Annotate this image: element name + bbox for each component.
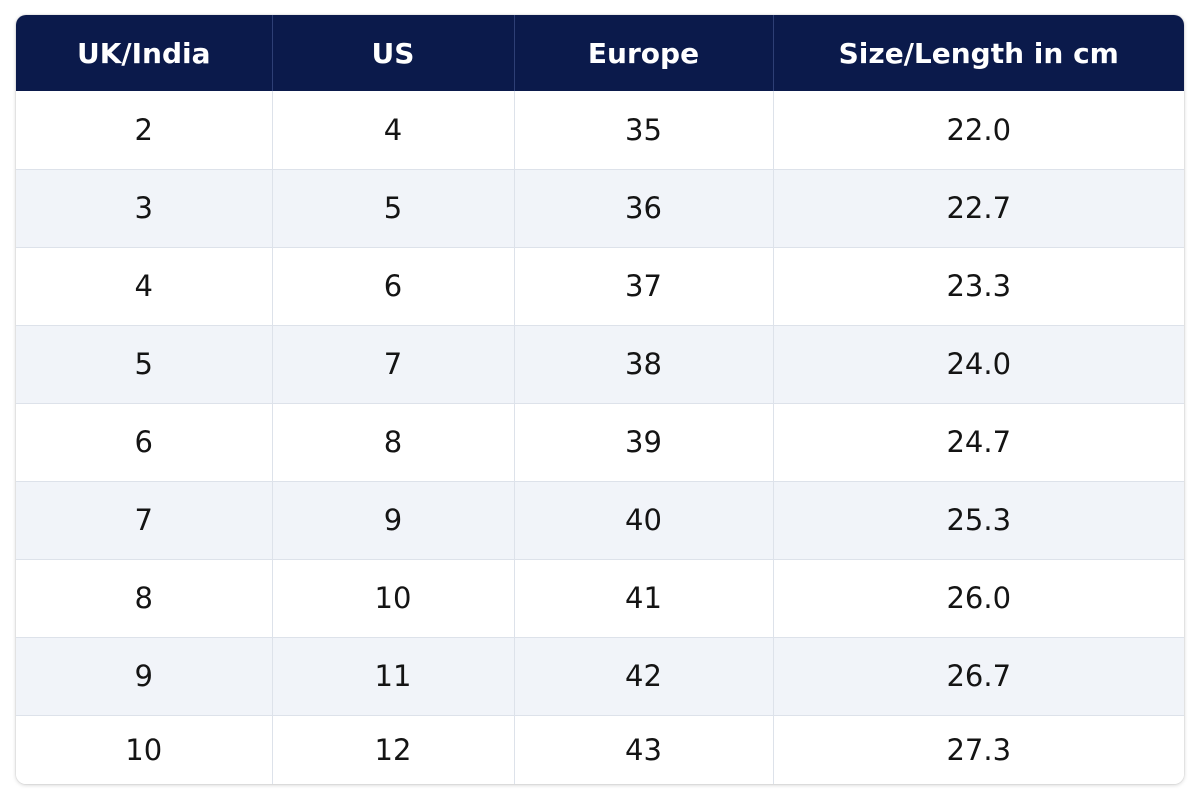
cell-length-cm: 27.3 xyxy=(772,714,1184,784)
cell-europe: 43 xyxy=(513,714,773,784)
cell-uk-india: 10 xyxy=(16,714,272,784)
table-row: 9 11 42 26.7 xyxy=(16,636,1184,715)
cell-length-cm: 22.7 xyxy=(772,168,1184,247)
header-uk-india: UK/India xyxy=(76,36,211,70)
table-row: 5 7 38 24.0 xyxy=(16,324,1184,403)
table-header: UK/India US Europe Size/Length in cm xyxy=(16,15,1184,91)
cell-uk-india: 3 xyxy=(16,168,272,247)
table-row: 6 8 39 24.7 xyxy=(16,402,1184,481)
header-europe: Europe xyxy=(513,15,773,91)
cell-europe: 39 xyxy=(513,402,773,481)
table-body: 2 4 35 22.0 3 5 36 22.7 4 6 37 23.3 5 7 … xyxy=(16,91,1184,784)
cell-uk-india: 5 xyxy=(16,324,272,403)
cell-length-cm: 26.7 xyxy=(772,636,1184,715)
cell-us: 11 xyxy=(271,636,514,715)
header-length-cm: Size/Length in cm xyxy=(772,15,1184,91)
header-row: UK/India US Europe Size/Length in cm xyxy=(16,15,1184,91)
table-row: 8 10 41 26.0 xyxy=(16,558,1184,637)
table-row: 2 4 35 22.0 xyxy=(16,91,1184,169)
cell-europe: 42 xyxy=(513,636,773,715)
size-chart-table: UK/India US Europe Size/Length in cm 2 4… xyxy=(16,15,1184,784)
cell-length-cm: 24.0 xyxy=(772,324,1184,403)
cell-uk-india: 8 xyxy=(16,558,272,637)
cell-uk-india: 7 xyxy=(16,480,272,559)
header-us: US xyxy=(271,15,514,91)
cell-us: 6 xyxy=(271,246,514,325)
cell-uk-india: 9 xyxy=(16,636,272,715)
cell-uk-india: 6 xyxy=(16,402,272,481)
cell-us: 4 xyxy=(271,91,514,169)
table-row: 4 6 37 23.3 xyxy=(16,246,1184,325)
cell-length-cm: 23.3 xyxy=(772,246,1184,325)
table-row: 3 5 36 22.7 xyxy=(16,168,1184,247)
cell-europe: 36 xyxy=(513,168,773,247)
cell-europe: 40 xyxy=(513,480,773,559)
cell-us: 12 xyxy=(271,714,514,784)
cell-us: 7 xyxy=(271,324,514,403)
cell-us: 8 xyxy=(271,402,514,481)
table-row: 10 12 43 27.3 xyxy=(16,714,1184,784)
cell-europe: 41 xyxy=(513,558,773,637)
cell-us: 9 xyxy=(271,480,514,559)
cell-uk-india: 2 xyxy=(134,112,153,147)
table-row: 7 9 40 25.3 xyxy=(16,480,1184,559)
cell-length-cm: 26.0 xyxy=(772,558,1184,637)
cell-length-cm: 25.3 xyxy=(772,480,1184,559)
cell-europe: 38 xyxy=(513,324,773,403)
cell-uk-india: 4 xyxy=(16,246,272,325)
size-chart-card: UK/India US Europe Size/Length in cm 2 4… xyxy=(16,15,1184,784)
cell-us: 10 xyxy=(271,558,514,637)
cell-us: 5 xyxy=(271,168,514,247)
cell-europe: 37 xyxy=(513,246,773,325)
cell-length-cm: 24.7 xyxy=(772,402,1184,481)
cell-europe: 35 xyxy=(513,91,773,169)
cell-length-cm: 22.0 xyxy=(772,91,1184,169)
